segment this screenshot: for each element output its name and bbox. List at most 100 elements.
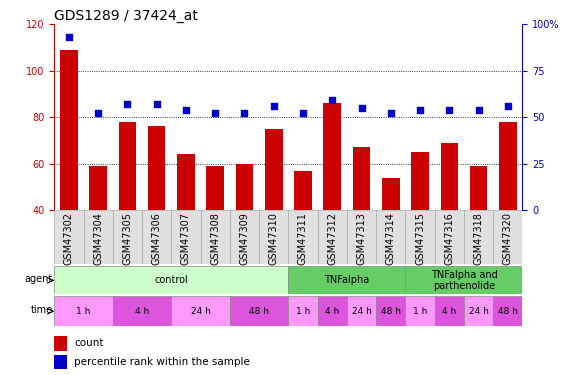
Bar <box>405 210 435 264</box>
Bar <box>259 210 288 264</box>
Point <box>445 107 454 113</box>
Text: control: control <box>154 275 188 285</box>
Bar <box>470 166 488 210</box>
Text: agent: agent <box>25 274 53 284</box>
Point <box>240 111 249 117</box>
Text: 1 h: 1 h <box>296 307 310 316</box>
Bar <box>288 296 317 326</box>
Point <box>474 107 483 113</box>
Bar <box>435 210 464 264</box>
Bar <box>376 210 405 264</box>
Text: 48 h: 48 h <box>249 307 269 316</box>
Point <box>94 111 103 117</box>
Bar <box>60 50 78 210</box>
Bar <box>54 336 67 351</box>
Bar <box>288 210 317 264</box>
Text: GSM47316: GSM47316 <box>444 211 455 264</box>
Bar <box>382 177 400 210</box>
Bar <box>83 210 112 264</box>
Bar <box>376 296 405 326</box>
Bar <box>148 126 166 210</box>
Point <box>269 103 278 109</box>
Text: count: count <box>74 339 103 348</box>
Bar <box>207 166 224 210</box>
Bar <box>464 296 493 326</box>
Bar <box>171 296 230 326</box>
Bar <box>171 210 200 264</box>
Bar <box>317 296 347 326</box>
Bar <box>54 266 288 294</box>
Text: GSM47307: GSM47307 <box>181 211 191 265</box>
Bar <box>499 122 517 210</box>
Bar <box>435 296 464 326</box>
Bar <box>230 296 288 326</box>
Bar <box>54 355 67 369</box>
Bar <box>441 143 458 210</box>
Text: GSM47302: GSM47302 <box>64 211 74 265</box>
Text: 48 h: 48 h <box>498 307 518 316</box>
Point <box>386 111 395 117</box>
Point <box>182 107 191 113</box>
Bar <box>405 296 435 326</box>
Bar <box>347 296 376 326</box>
Text: GSM47308: GSM47308 <box>210 211 220 264</box>
Point <box>328 98 337 104</box>
Text: GSM47313: GSM47313 <box>356 211 367 264</box>
Text: GSM47320: GSM47320 <box>503 211 513 265</box>
Text: GSM47314: GSM47314 <box>386 211 396 264</box>
Bar <box>142 210 171 264</box>
Text: GSM47312: GSM47312 <box>327 211 337 265</box>
Point <box>503 103 512 109</box>
Text: 1 h: 1 h <box>77 307 91 316</box>
Text: GSM47306: GSM47306 <box>152 211 162 264</box>
Text: 24 h: 24 h <box>469 307 489 316</box>
Bar <box>464 210 493 264</box>
Text: TNFalpha: TNFalpha <box>324 275 369 285</box>
Bar <box>347 210 376 264</box>
Text: GSM47304: GSM47304 <box>93 211 103 264</box>
Text: TNFalpha and
parthenolide: TNFalpha and parthenolide <box>431 270 497 291</box>
Text: 1 h: 1 h <box>413 307 427 316</box>
Bar <box>493 296 522 326</box>
Text: 48 h: 48 h <box>381 307 401 316</box>
Text: GSM47311: GSM47311 <box>298 211 308 264</box>
Bar <box>54 210 83 264</box>
Point <box>123 101 132 107</box>
Bar <box>493 210 522 264</box>
Bar <box>119 122 136 210</box>
Bar <box>265 129 283 210</box>
Text: percentile rank within the sample: percentile rank within the sample <box>74 357 250 367</box>
Point <box>65 34 74 40</box>
Bar <box>294 171 312 210</box>
Text: GSM47305: GSM47305 <box>122 211 132 265</box>
Text: GSM47318: GSM47318 <box>473 211 484 264</box>
Bar <box>113 210 142 264</box>
Bar <box>317 210 347 264</box>
Bar <box>288 266 405 294</box>
Bar <box>113 296 171 326</box>
Bar <box>323 103 341 210</box>
Text: 24 h: 24 h <box>191 307 211 316</box>
Bar <box>230 210 259 264</box>
Text: GDS1289 / 37424_at: GDS1289 / 37424_at <box>54 9 198 23</box>
Point <box>211 111 220 117</box>
Point <box>152 101 161 107</box>
Bar <box>353 147 370 210</box>
Bar <box>411 152 429 210</box>
Text: GSM47315: GSM47315 <box>415 211 425 265</box>
Text: GSM47309: GSM47309 <box>239 211 250 264</box>
Point <box>416 107 425 113</box>
Bar <box>200 210 230 264</box>
Bar <box>405 266 522 294</box>
Point <box>299 111 308 117</box>
Bar <box>89 166 107 210</box>
Bar <box>236 164 254 210</box>
Text: 4 h: 4 h <box>442 307 456 316</box>
Text: 24 h: 24 h <box>352 307 372 316</box>
Bar <box>177 154 195 210</box>
Text: 4 h: 4 h <box>135 307 149 316</box>
Point <box>357 105 366 111</box>
Text: 4 h: 4 h <box>325 307 339 316</box>
Bar <box>54 296 113 326</box>
Text: GSM47310: GSM47310 <box>269 211 279 264</box>
